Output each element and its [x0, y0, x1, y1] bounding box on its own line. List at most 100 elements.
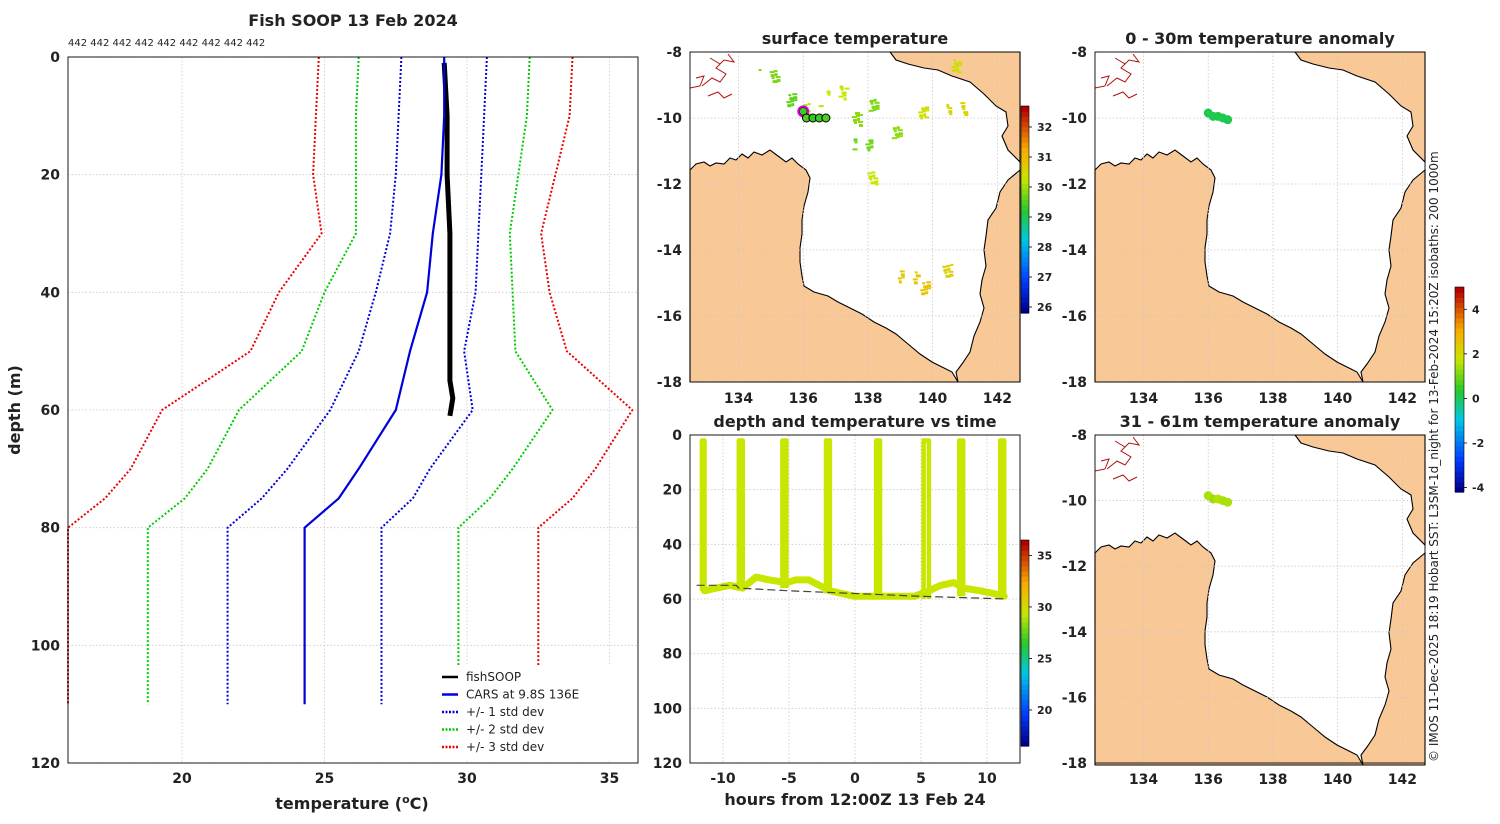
- sst-pixel: [928, 287, 932, 290]
- ts-colorbar-frame: [1020, 539, 1030, 747]
- map-x-tick: 140: [1323, 772, 1352, 788]
- ts-colorbar-cell: [1021, 699, 1029, 706]
- sst-colorbar-cell: [1021, 116, 1029, 123]
- sst-pixel: [857, 118, 860, 121]
- sst-colorbar-cell: [1021, 126, 1029, 133]
- sst-pixel: [952, 69, 957, 73]
- ts-colorbar-cell: [1021, 668, 1029, 675]
- sst-pixel: [769, 71, 775, 74]
- anomaly-colorbar-cell: [1455, 328, 1464, 334]
- ts-colorbar-cell: [1021, 704, 1029, 711]
- ts-y-tick: 40: [663, 537, 683, 553]
- cast-trace: [699, 438, 707, 591]
- series-line--2-std-dev: [146, 56, 360, 705]
- profile-legend: fishSOOP CARS at 9.8S 136E +/- 1 std dev +/…: [437, 665, 637, 761]
- sst-pixel: [807, 103, 811, 106]
- sst-pixel: [869, 99, 874, 103]
- sst-pixel: [758, 69, 762, 72]
- sst-pixel: [793, 96, 798, 100]
- sst-colorbar-cell: [1021, 302, 1029, 309]
- sst-pixel: [856, 115, 860, 117]
- map2-ticks: 134 136 138 140 142 -8 -10 -12 -14 -16 -18: [1062, 45, 1417, 407]
- sst-pixel: [869, 142, 874, 145]
- map-x-tick: 134: [1129, 772, 1158, 788]
- series-line--3-std-dev: [537, 56, 634, 705]
- sst-pixel: [926, 281, 932, 284]
- sst-pixel: [868, 109, 874, 112]
- ts-colorbar-cell: [1021, 689, 1029, 696]
- legend-label: +/- 1 std dev: [466, 705, 544, 719]
- sst-colorbar-cell: [1021, 230, 1029, 236]
- sst-colorbar-cell: [1021, 209, 1029, 216]
- sst-pixel: [868, 175, 873, 179]
- anomaly-31-61m-points: [1203, 491, 1233, 507]
- anomaly-colorbar-cell: [1455, 333, 1464, 339]
- sst-pixel: [872, 174, 876, 178]
- sst-colorbar-cell: [1021, 142, 1029, 148]
- y-tick-label: 0: [50, 50, 60, 66]
- sst-pixel: [956, 68, 960, 72]
- sst-colorbar-tick-label: 28: [1037, 241, 1052, 254]
- cast-trace: [997, 438, 1007, 599]
- sst-pixel: [791, 103, 795, 107]
- sst-pixel: [946, 104, 950, 108]
- sst-pixel: [949, 113, 953, 116]
- map-y-tick: -16: [1062, 309, 1087, 325]
- legend-label: CARS at 9.8S 136E: [466, 688, 579, 702]
- sst-pixel: [947, 107, 953, 110]
- sst-colorbar-cell: [1021, 193, 1029, 200]
- anomaly-colorbar-cell: [1455, 415, 1464, 421]
- ts-colorbar-cell: [1021, 632, 1029, 639]
- map-y-tick: -8: [1071, 45, 1087, 61]
- ts-colorbar-cell: [1021, 648, 1029, 654]
- sst-pixel: [770, 74, 775, 78]
- sst-pixel: [899, 270, 905, 273]
- cast-trace: [957, 438, 966, 597]
- map-y-tick: -16: [657, 309, 682, 325]
- sst-pixel: [920, 289, 926, 292]
- sst-pixel: [960, 102, 966, 105]
- sst-pixel: [874, 180, 879, 184]
- sst-colorbar-cell: [1021, 256, 1029, 262]
- map-y-tick: -18: [657, 375, 682, 391]
- sst-pixel: [892, 127, 897, 131]
- map-x-tick: 140: [918, 391, 947, 407]
- sst-pixel: [900, 273, 905, 277]
- sst-colorbar-cell: [1021, 235, 1029, 242]
- sst-pixel: [945, 274, 951, 278]
- sst-colorbar-tick-label: 32: [1037, 121, 1052, 134]
- y-tick-label: 100: [31, 638, 60, 654]
- map2-frame: [1094, 51, 1426, 383]
- sst-pixel: [858, 121, 863, 123]
- anomaly-colorbar-cell: [1455, 481, 1464, 488]
- anomaly-31-61m-title: 31 - 61m temperature anomaly: [1120, 412, 1401, 431]
- sst-colorbar-cell: [1021, 183, 1029, 190]
- ts-x-tick: -5: [781, 771, 797, 787]
- legend-label: +/- 2 std dev: [466, 723, 544, 737]
- sst-colorbar-cell: [1021, 250, 1029, 257]
- ts-colorbar-cell: [1021, 570, 1029, 577]
- ts-colorbar-tick-label: 35: [1037, 549, 1052, 562]
- sst-pixel: [898, 132, 903, 136]
- anomaly-colorbar-tick-label: -4: [1472, 482, 1485, 495]
- anomaly-colorbar-cell: [1455, 338, 1464, 344]
- sst-pixel: [949, 273, 954, 277]
- anomaly-colorbar-cell: [1455, 476, 1464, 483]
- profile-ylabel: depth (m): [5, 365, 24, 455]
- cast-trace: [921, 438, 932, 599]
- sst-colorbar-cell: [1021, 287, 1029, 293]
- ts-colorbar-tick-label: 25: [1037, 652, 1052, 665]
- map-x-tick: 142: [1388, 772, 1417, 788]
- sst-colorbar-cell: [1021, 281, 1029, 288]
- sst-pixel: [926, 109, 930, 112]
- sst-pixel: [876, 107, 880, 110]
- sst-colorbar-cell: [1021, 271, 1029, 278]
- y-tick-label: 40: [41, 285, 61, 301]
- anomaly-colorbar-cell: [1455, 363, 1464, 370]
- sst-pixel: [874, 101, 880, 104]
- credit-text: © IMOS 11-Dec-2025 18:19 Hobart SST: L3S…: [1427, 151, 1441, 762]
- sst-pixel: [838, 95, 844, 98]
- sst-pixel: [912, 278, 918, 281]
- sst-pixel: [840, 88, 844, 91]
